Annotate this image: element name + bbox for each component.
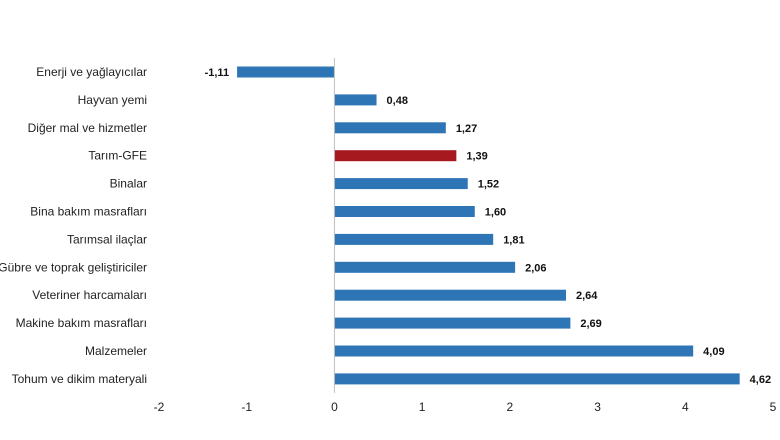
tick-label: 5 — [770, 400, 777, 414]
category-label: Binalar — [110, 177, 147, 191]
category-label: Tarımsal ilaçlar — [67, 232, 147, 246]
bar — [334, 150, 457, 162]
bar — [334, 206, 475, 217]
data-label: -1,11 — [205, 67, 229, 79]
bar — [334, 94, 377, 106]
value-labels: -1,11 0,48 1,27 1,39 1,52 1,60 1,81 2,06 2,64 2,6… — [205, 67, 771, 386]
bar — [334, 345, 694, 357]
bar — [334, 233, 494, 245]
data-label: 4,09 — [703, 346, 724, 358]
data-label: 1,81 — [503, 234, 524, 246]
data-label: 2,69 — [580, 318, 601, 330]
data-label: 2,06 — [525, 262, 546, 274]
data-label: 1,39 — [466, 151, 487, 163]
tick-label: 0 — [331, 400, 338, 414]
tick-label: 1 — [419, 400, 426, 414]
category-labels: Enerji ve yağlayıcılar Hayvan yemi Diğer m… — [0, 65, 147, 386]
bars-layer — [237, 66, 740, 385]
category-label: Tohum ve dikim materyali — [12, 372, 147, 386]
bar — [334, 289, 566, 301]
category-label: Enerji ve yağlayıcılar — [36, 65, 147, 79]
bar — [334, 122, 446, 134]
bar — [334, 317, 571, 329]
bar — [334, 178, 468, 190]
data-label: 1,27 — [456, 123, 477, 135]
data-label: 4,62 — [750, 374, 771, 386]
data-label: 1,52 — [478, 179, 499, 191]
data-label: 0,48 — [387, 95, 408, 107]
tick-label: 2 — [507, 400, 514, 414]
category-label: Malzemeler — [85, 344, 147, 358]
tick-label: -2 — [154, 400, 165, 414]
data-label: 2,64 — [576, 290, 598, 302]
tick-label: 3 — [594, 400, 601, 414]
category-label: Veteriner harcamaları — [32, 288, 147, 302]
bar — [334, 261, 516, 273]
tick-label: -1 — [241, 400, 252, 414]
category-label: Tarım-GFE — [88, 149, 147, 163]
category-label: Diğer mal ve hizmetler — [28, 121, 147, 135]
tick-label: 4 — [682, 400, 689, 414]
bar — [334, 373, 740, 385]
x-axis-ticks: -2 -1 0 1 2 3 4 5 — [154, 400, 777, 414]
data-label: 1,60 — [485, 207, 506, 219]
category-label: Gübre ve toprak geliştiriciler — [0, 260, 147, 274]
category-label: Makine bakım masrafları — [16, 316, 147, 330]
category-label: Hayvan yemi — [78, 93, 147, 107]
bar — [237, 66, 335, 78]
category-label: Bina bakım masrafları — [30, 205, 147, 219]
